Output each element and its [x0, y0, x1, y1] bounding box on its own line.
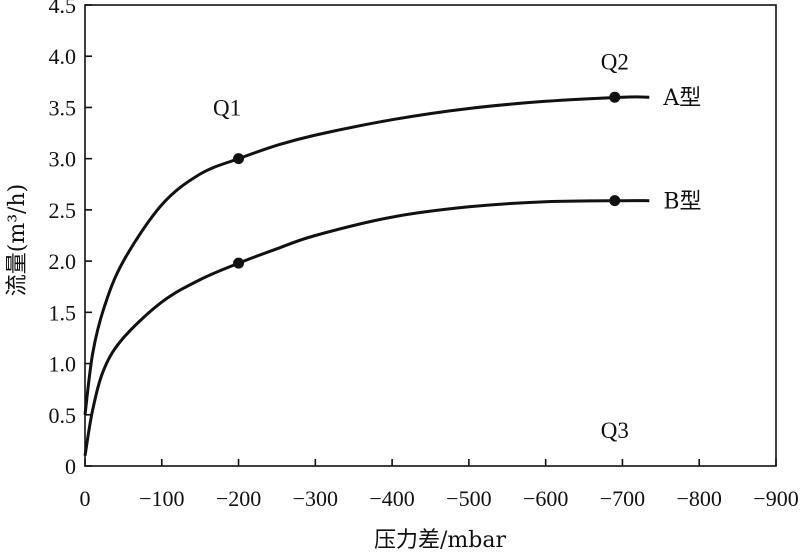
data-point-marker [609, 195, 621, 207]
y-tick-label: 3.0 [49, 147, 77, 172]
series-line-a [83, 95, 650, 415]
x-tick-label: −300 [293, 486, 338, 511]
x-tick-label: −800 [677, 486, 722, 511]
x-tick-label: 0 [80, 486, 91, 511]
series-curves [83, 95, 650, 457]
y-tick-label: 1.0 [49, 352, 77, 377]
x-tick-label: −100 [139, 486, 184, 511]
y-tick-label: 2.5 [49, 198, 77, 223]
x-tick-label: −500 [446, 486, 491, 511]
y-axis-ticks: 0 0.5 1.0 1.5 2.0 2.5 3.0 3.5 4.0 4.5 [49, 0, 92, 479]
x-tick-label: −900 [753, 486, 798, 511]
annotation-q3: Q3 [601, 418, 629, 443]
data-point-marker [609, 91, 621, 103]
y-tick-label: 2.0 [49, 249, 77, 274]
y-tick-label: 3.5 [49, 95, 77, 120]
annotation-q1: Q1 [213, 95, 241, 120]
series-labels: A型 B型 [662, 86, 701, 214]
y-tick-label: 0 [65, 454, 76, 479]
x-axis-ticks: 0 −100 −200 −300 −400 −500 −600 −700 −800 −900 [80, 459, 799, 511]
x-tick-label: −400 [369, 486, 414, 511]
y-tick-label: 4.5 [49, 0, 77, 18]
x-tick-label: −200 [216, 486, 261, 511]
x-axis-title: 压力差/mbar [374, 528, 506, 553]
annotations: Q1 Q2 Q3 [213, 49, 629, 443]
series-markers [233, 91, 621, 269]
series-line-b [83, 199, 650, 457]
data-point-marker [233, 257, 245, 269]
series-label-b: B型 [663, 190, 701, 215]
x-tick-label: −700 [600, 486, 645, 511]
series-label-a: A型 [662, 86, 701, 111]
x-tick-label: −600 [523, 486, 568, 511]
y-tick-label: 0.5 [49, 403, 77, 428]
data-point-marker [233, 153, 245, 165]
y-tick-label: 4.0 [49, 44, 77, 69]
y-tick-label: 1.5 [49, 300, 77, 325]
plot-frame [84, 4, 777, 467]
annotation-q2: Q2 [601, 49, 629, 74]
y-axis-title: 流量(m³/h) [5, 184, 30, 296]
